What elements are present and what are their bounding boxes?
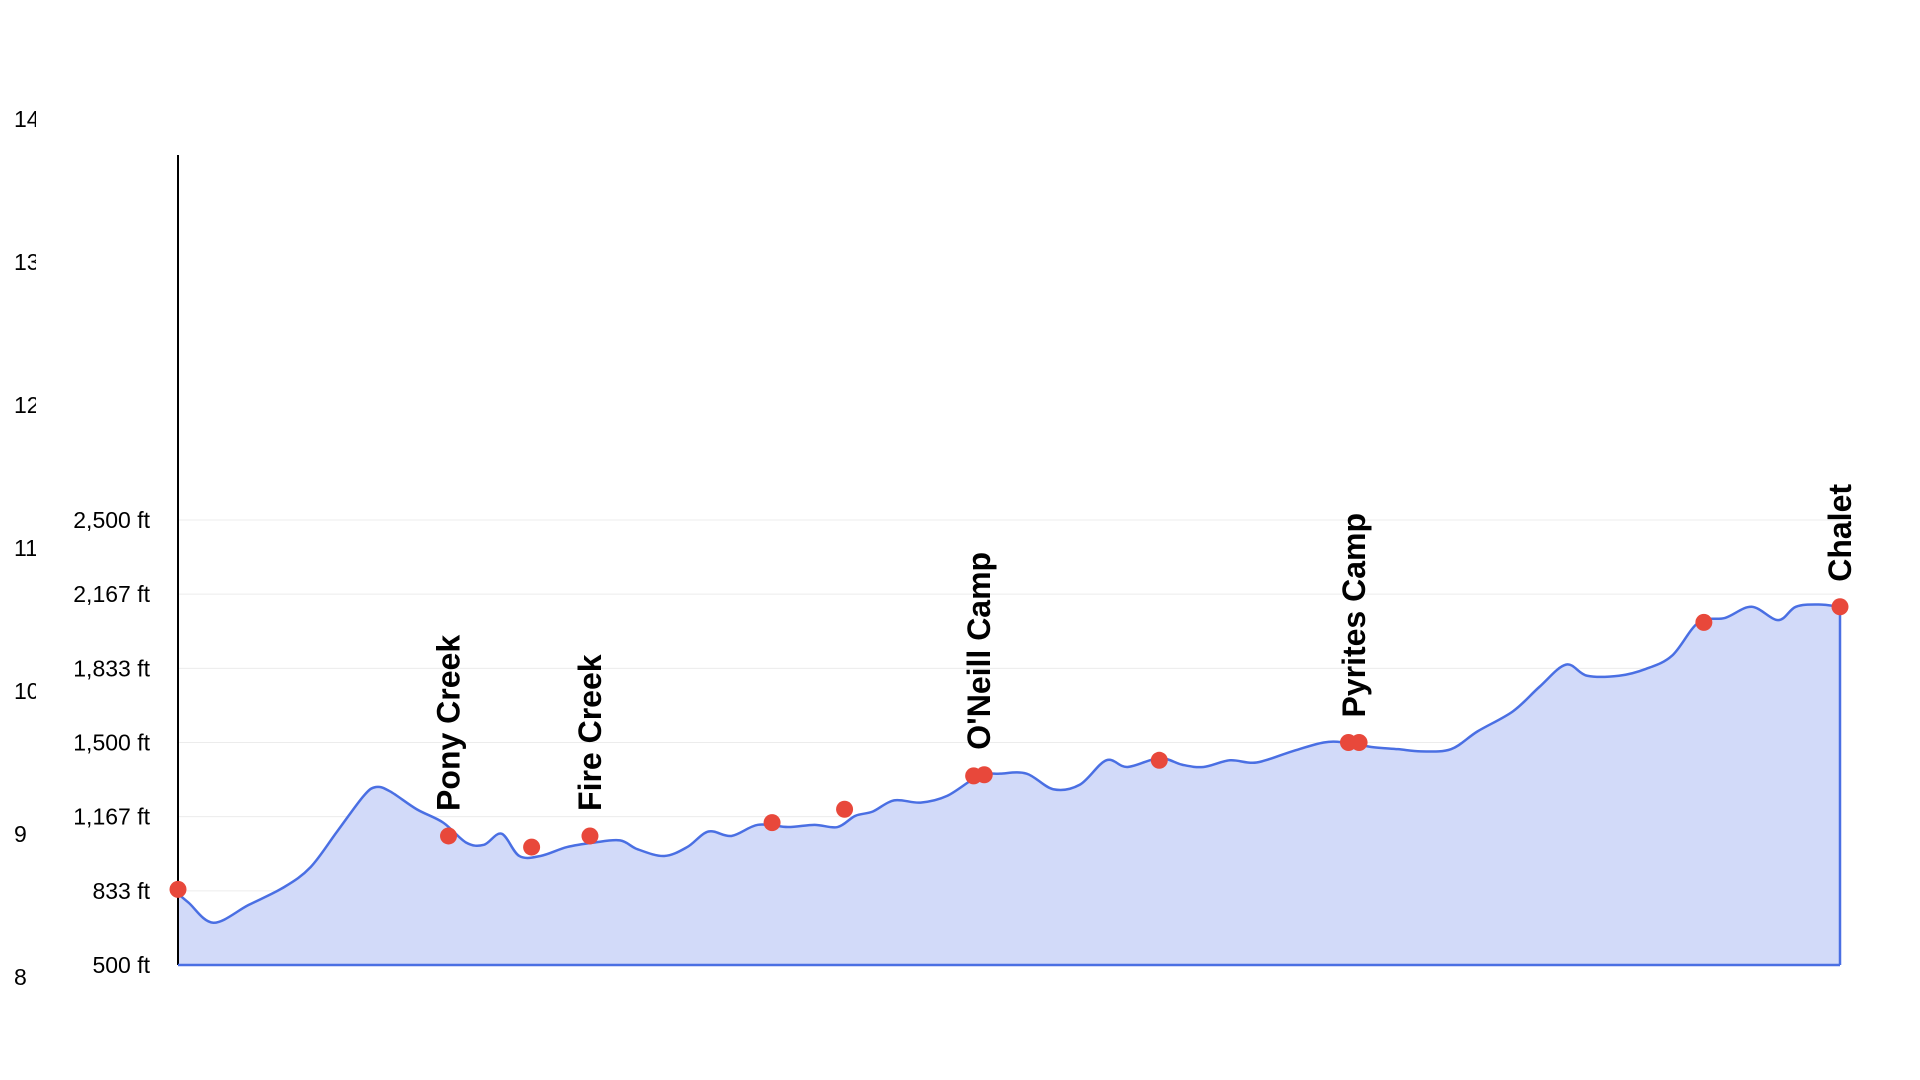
waypoint-marker (1831, 598, 1849, 616)
ghost-tick-label: 8 (14, 964, 27, 990)
waypoint-marker (440, 827, 458, 845)
waypoint-marker (1350, 734, 1368, 751)
waypoint-marker (523, 838, 541, 856)
elevation-line (177, 603, 1841, 924)
ghost-axis-labels: 14 13 12 11 10 9 8 (14, 106, 40, 990)
waypoint-markers (169, 598, 1849, 898)
y-axis-ticks: 500 ft 833 ft 1,167 ft 1,500 ft 1,833 ft 2,16… (73, 507, 150, 978)
ghost-tick-label: 14 (14, 106, 40, 132)
waypoint-labels: Pony Creek Fire Creek O'Neill Camp Pyrites … (431, 484, 1858, 811)
ghost-tick-label: 12 (14, 392, 40, 418)
waypoint-marker (1695, 613, 1713, 631)
y-tick-label: 1,500 ft (73, 730, 150, 756)
elevation-fill (178, 604, 1840, 965)
waypoint-marker (975, 766, 993, 784)
y-tick-label: 1,167 ft (73, 804, 150, 830)
waypoint-label: Pony Creek (431, 635, 467, 811)
y-tick-label: 833 ft (92, 878, 150, 904)
ghost-tick-label: 10 (14, 678, 40, 704)
waypoint-label: O'Neill Camp (961, 552, 997, 750)
waypoint-marker (763, 814, 781, 832)
waypoint-marker (836, 800, 854, 818)
y-tick-label: 2,500 ft (73, 507, 150, 533)
waypoint-marker (581, 827, 599, 845)
y-tick-label: 500 ft (92, 952, 150, 978)
ghost-tick-label: 11 (14, 535, 38, 561)
waypoint-label: Fire Creek (572, 654, 608, 811)
y-tick-label: 2,167 ft (73, 581, 150, 607)
ghost-axis-mask (36, 80, 176, 1020)
y-tick-label: 1,833 ft (73, 655, 150, 681)
waypoint-label: Chalet (1822, 484, 1858, 582)
waypoint-marker (169, 880, 187, 898)
axes (177, 155, 1840, 967)
ghost-tick-label: 9 (14, 821, 27, 847)
waypoint-label: Pyrites Camp (1336, 513, 1372, 718)
waypoint-marker (1150, 751, 1168, 769)
ghost-tick-label: 13 (14, 249, 40, 275)
elevation-area (177, 603, 1842, 965)
